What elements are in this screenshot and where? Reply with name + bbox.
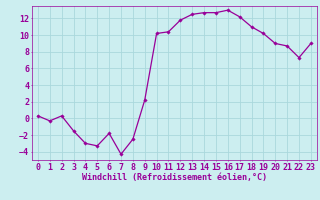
X-axis label: Windchill (Refroidissement éolien,°C): Windchill (Refroidissement éolien,°C) xyxy=(82,173,267,182)
